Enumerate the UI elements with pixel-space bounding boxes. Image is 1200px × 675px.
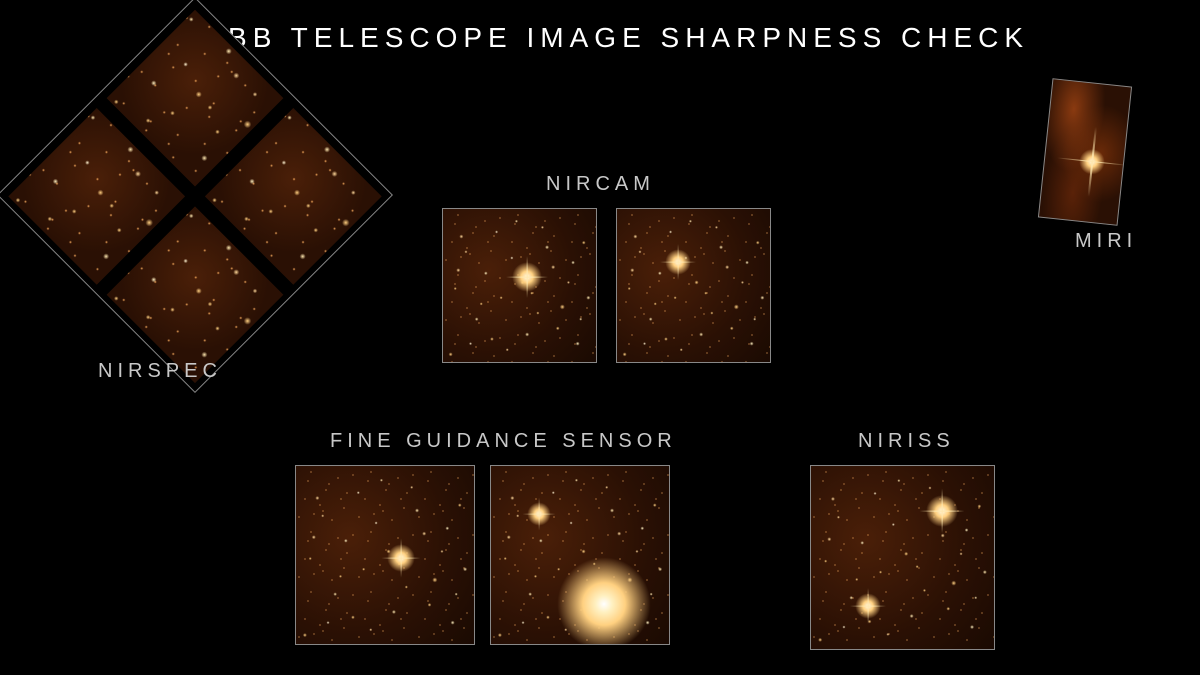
niriss-panel	[810, 465, 995, 650]
miri-panel	[1038, 78, 1132, 226]
miri-bright-star	[1070, 140, 1114, 184]
fgs-label: FINE GUIDANCE SENSOR	[330, 430, 677, 453]
nirspec-detector-group	[0, 0, 393, 393]
fgs-panel	[295, 465, 475, 645]
nircam-panel	[442, 208, 597, 363]
nircam-panel	[616, 208, 771, 363]
fgs-panel	[490, 465, 670, 645]
nirspec-label: NIRSPEC	[98, 360, 222, 383]
fgs-bright-star	[544, 544, 664, 645]
niriss-label: NIRISS	[858, 430, 955, 453]
nircam-label: NIRCAM	[546, 173, 655, 196]
miri-label: MIRI	[1075, 230, 1137, 253]
